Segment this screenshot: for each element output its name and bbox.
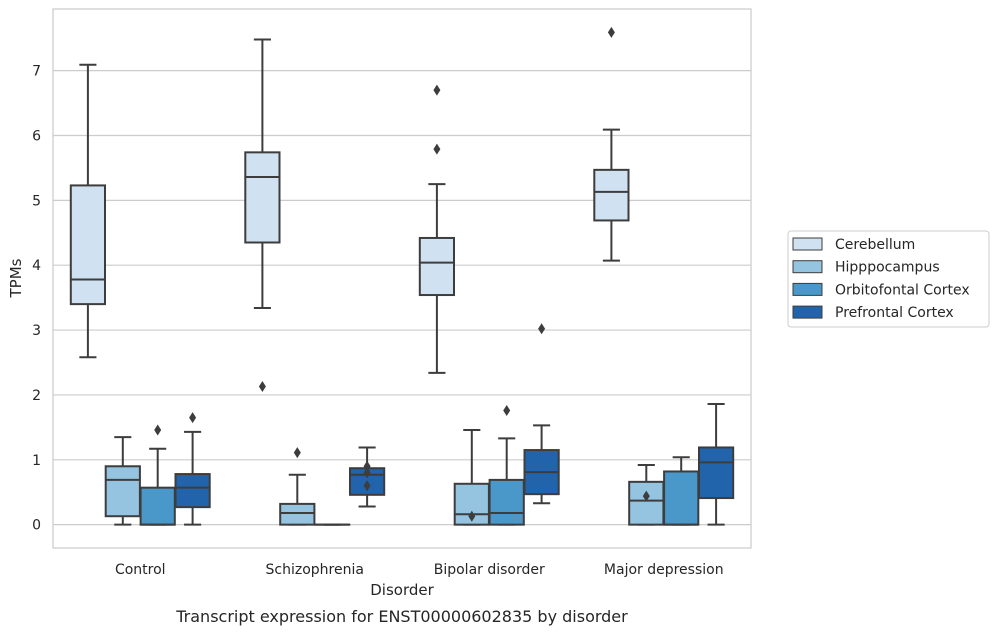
y-tick-label-1: 1 [32, 453, 41, 469]
box-body [663, 470, 700, 526]
outlier-point [293, 447, 301, 459]
box-1-1 [279, 447, 316, 526]
legend-swatch-1 [792, 260, 823, 274]
box-3-3 [697, 403, 735, 526]
box-body [279, 502, 316, 526]
outlier-point [433, 143, 441, 155]
outlier-point [189, 412, 197, 424]
box-3-1 [348, 446, 386, 508]
box-series [69, 26, 735, 526]
y-tick-label-4: 4 [32, 258, 41, 274]
outlier-point [258, 380, 266, 392]
outlier-point [503, 404, 511, 416]
legend-swatch-2 [792, 282, 823, 296]
outlier-point [642, 490, 650, 502]
box-body [104, 465, 141, 518]
box-2-0 [139, 424, 176, 526]
legend: Cerebellum Hipppocampus Orbitofontal Corte… [787, 230, 990, 328]
x-axis-label: Disorder [370, 581, 434, 599]
plot-frame [52, 8, 752, 549]
y-tick-label-5: 5 [32, 193, 41, 209]
outlier-point [363, 460, 371, 472]
y-tick-label-6: 6 [32, 128, 41, 144]
y-axis-label: TPMs [7, 258, 25, 298]
legend-label-1: Hipppocampus [835, 260, 940, 276]
box-body [628, 480, 665, 526]
box-body [488, 478, 525, 526]
legend-label-2: Orbitofontal Cortex [835, 282, 970, 298]
box-0-1 [244, 38, 281, 392]
box-1-2 [453, 428, 490, 526]
box-1-0 [104, 436, 141, 526]
box-0-0 [69, 63, 107, 359]
box-body [174, 473, 211, 509]
outlier-point [538, 323, 546, 335]
legend-label-3: Prefrontal Cortex [835, 305, 954, 321]
legend-frame [787, 230, 990, 328]
box-body [697, 446, 735, 500]
x-tick-labels: Control Schizophrenia Bipolar disorder Majo… [115, 562, 724, 578]
outlier-point [363, 480, 371, 492]
outlier-point [363, 467, 371, 479]
outlier-point [433, 84, 441, 96]
box-body [244, 151, 281, 244]
outlier-point [468, 510, 476, 522]
y-tick-label-0: 0 [32, 518, 41, 534]
x-tick-label-3: Major depression [604, 562, 724, 578]
box-3-2 [523, 323, 560, 505]
chart-caption: Transcript expression for ENST0000060283… [175, 607, 628, 626]
box-2-2 [488, 404, 525, 526]
plot-background [53, 9, 751, 548]
box-body [139, 486, 176, 526]
box-0-3 [593, 26, 630, 262]
x-tick-label-2: Bipolar disorder [434, 562, 545, 578]
box-body [593, 168, 630, 222]
y-tick-label-7: 7 [32, 64, 41, 80]
x-tick-label-0: Control [115, 562, 166, 578]
box-3-0 [174, 412, 211, 526]
y-tick-label-2: 2 [32, 388, 41, 404]
y-tick-labels: 0 1 2 3 4 5 6 7 [32, 64, 41, 534]
legend-label-0: Cerebellum [835, 237, 915, 253]
x-tick-label-1: Schizophrenia [266, 562, 364, 578]
box-body [418, 236, 456, 297]
y-tick-label-3: 3 [32, 323, 41, 339]
box-body [69, 184, 107, 306]
box-0-2 [418, 84, 456, 374]
outlier-point [607, 26, 615, 38]
outlier-point [154, 424, 162, 436]
legend-swatch-0 [792, 237, 823, 251]
legend-swatch-3 [792, 305, 823, 319]
